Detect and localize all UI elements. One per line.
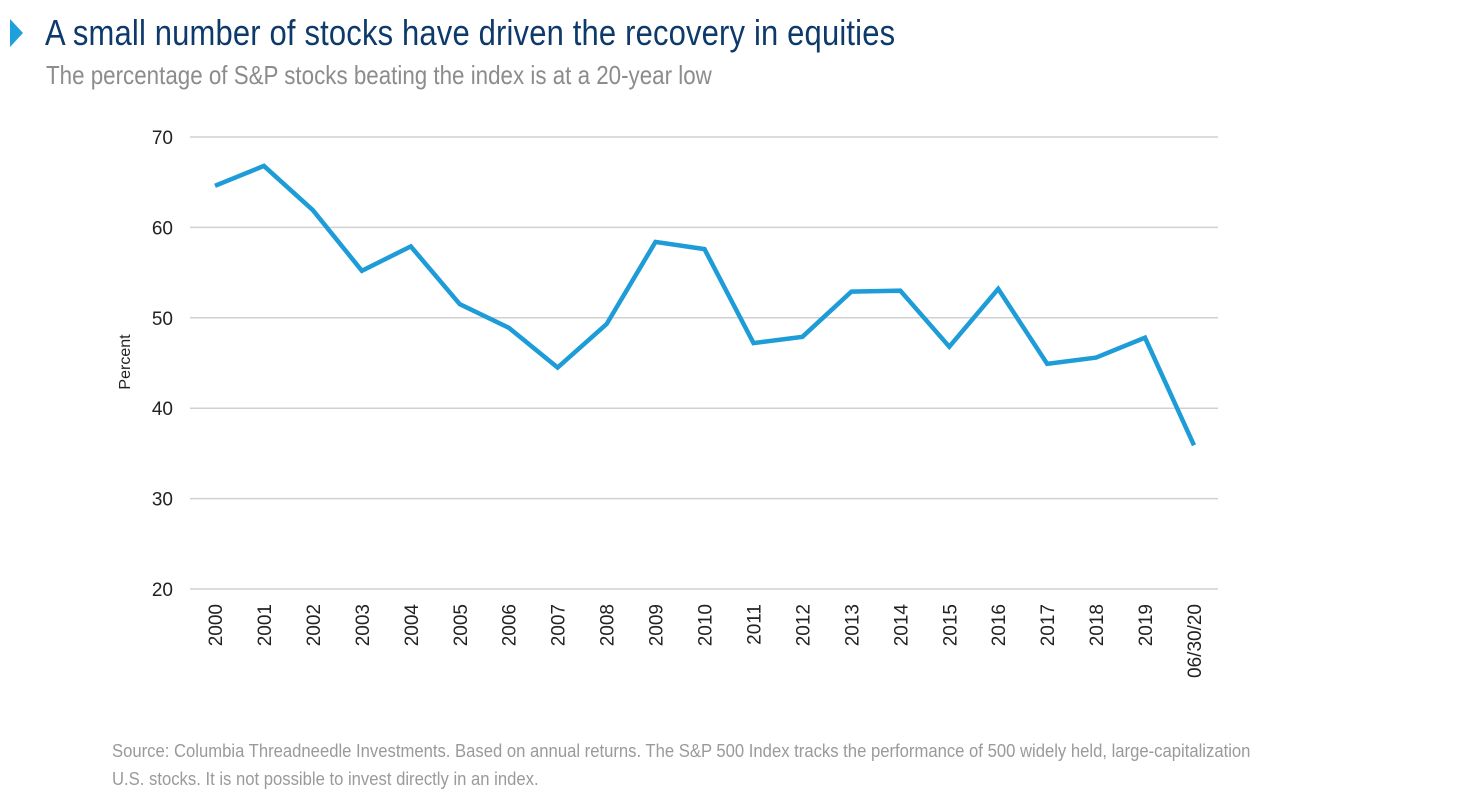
y-tick-label: 40 xyxy=(152,399,173,420)
y-axis-ticks: 20 30 40 50 60 70 xyxy=(152,128,173,601)
series-line xyxy=(214,163,1197,447)
y-tick-label: 30 xyxy=(152,490,173,511)
x-tick-label: 2009 xyxy=(647,604,668,646)
x-tick-label: 06/30/20 xyxy=(1185,604,1206,678)
x-tick-label: 2019 xyxy=(1136,604,1157,646)
x-tick-label: 2008 xyxy=(598,604,619,646)
x-tick-label: 2017 xyxy=(1038,604,1059,646)
gridlines xyxy=(190,136,1218,590)
title-arrow-icon xyxy=(10,19,23,47)
x-tick-label: 2007 xyxy=(549,604,570,646)
x-tick-label: 2002 xyxy=(304,604,325,646)
source-note: Source: Columbia Threadneedle Investment… xyxy=(112,740,1251,789)
y-tick-label: 50 xyxy=(152,309,173,330)
x-tick-label: 2006 xyxy=(500,604,521,646)
x-tick-label: 2004 xyxy=(402,604,423,647)
x-tick-label: 2010 xyxy=(696,604,717,646)
y-tick-label: 70 xyxy=(152,128,173,149)
x-tick-label: 2003 xyxy=(353,604,374,646)
x-tick-label: 2014 xyxy=(891,604,912,647)
y-tick-label: 20 xyxy=(152,580,173,601)
x-axis-ticks: 2000 2001 2002 2003 2004 2005 2006 2007 2008 2009… xyxy=(206,604,1206,678)
chart-subtitle: The percentage of S&P stocks beating the… xyxy=(46,60,712,90)
x-tick-label: 2001 xyxy=(255,604,276,646)
x-tick-label: 2011 xyxy=(744,604,765,645)
chart-title: A small number of stocks have driven the… xyxy=(45,12,896,53)
x-tick-label: 2012 xyxy=(793,604,814,646)
title-bar: A small number of stocks have driven the… xyxy=(10,12,1034,54)
x-tick-label: 2018 xyxy=(1087,604,1108,646)
x-tick-label: 2015 xyxy=(940,604,961,646)
x-tick-label: 2000 xyxy=(206,604,227,646)
x-tick-label: 2013 xyxy=(842,604,863,646)
series-layer xyxy=(214,163,1197,447)
y-tick-label: 60 xyxy=(152,218,173,239)
x-tick-label: 2005 xyxy=(451,604,472,646)
x-tick-label: 2016 xyxy=(989,604,1010,646)
y-axis-label: Percent xyxy=(117,334,134,390)
